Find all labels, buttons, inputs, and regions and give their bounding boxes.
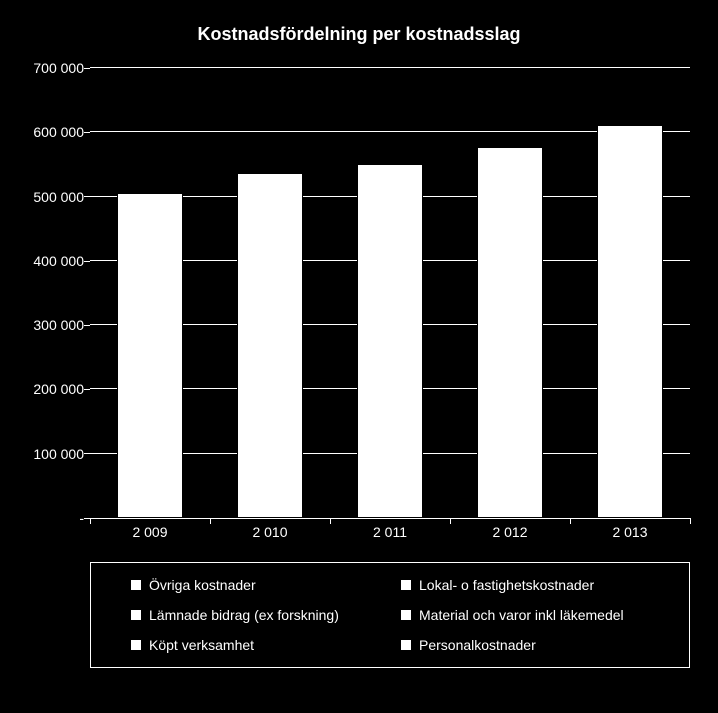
legend-swatch: [401, 580, 411, 590]
chart-title: Kostnadsfördelning per kostnadsslag: [0, 24, 718, 45]
x-axis-labels: 2 009 2 010 2 011 2 012 2 013: [90, 524, 690, 548]
x-axis-label: 2 009: [90, 524, 210, 548]
legend-swatch: [131, 580, 141, 590]
plot-area: [90, 68, 690, 519]
bar: [117, 193, 183, 518]
y-axis-label-3: 300 000: [4, 317, 84, 333]
bar-slot: [210, 68, 330, 518]
bar: [597, 125, 663, 518]
legend-label: Personalkostnader: [419, 637, 536, 653]
legend-swatch: [401, 610, 411, 620]
legend: Övriga kostnader Lokal- o fastighetskost…: [90, 562, 690, 668]
legend-item: Lämnade bidrag (ex forskning): [131, 607, 391, 623]
bar-slot: [330, 68, 450, 518]
legend-swatch: [131, 610, 141, 620]
legend-label: Lämnade bidrag (ex forskning): [149, 607, 339, 623]
chart-container: Kostnadsfördelning per kostnadsslag - 10…: [0, 0, 718, 713]
y-axis-label-6: 600 000: [4, 124, 84, 140]
legend-item: Lokal- o fastighetskostnader: [401, 577, 661, 593]
x-tick: [690, 518, 691, 524]
x-axis-label: 2 013: [570, 524, 690, 548]
legend-label: Lokal- o fastighetskostnader: [419, 577, 594, 593]
bar: [237, 173, 303, 518]
x-axis-label: 2 011: [330, 524, 450, 548]
bar-slot: [90, 68, 210, 518]
bar: [477, 147, 543, 518]
bar-slot: [450, 68, 570, 518]
legend-label: Material och varor inkl läkemedel: [419, 607, 624, 623]
legend-label: Övriga kostnader: [149, 577, 256, 593]
y-axis-label-4: 400 000: [4, 253, 84, 269]
y-axis-label-5: 500 000: [4, 189, 84, 205]
legend-item: Material och varor inkl läkemedel: [401, 607, 661, 623]
x-axis-label: 2 012: [450, 524, 570, 548]
legend-item: Övriga kostnader: [131, 577, 391, 593]
bar-slot: [570, 68, 690, 518]
y-axis-label-0: -: [4, 510, 84, 526]
legend-swatch: [131, 640, 141, 650]
bar: [357, 164, 423, 518]
y-axis-label-1: 100 000: [4, 446, 84, 462]
bars-row: [90, 68, 690, 518]
legend-swatch: [401, 640, 411, 650]
legend-item: Köpt verksamhet: [131, 637, 391, 653]
y-axis-label-2: 200 000: [4, 381, 84, 397]
y-axis-label-7: 700 000: [4, 60, 84, 76]
x-axis-label: 2 010: [210, 524, 330, 548]
legend-label: Köpt verksamhet: [149, 637, 254, 653]
legend-item: Personalkostnader: [401, 637, 661, 653]
